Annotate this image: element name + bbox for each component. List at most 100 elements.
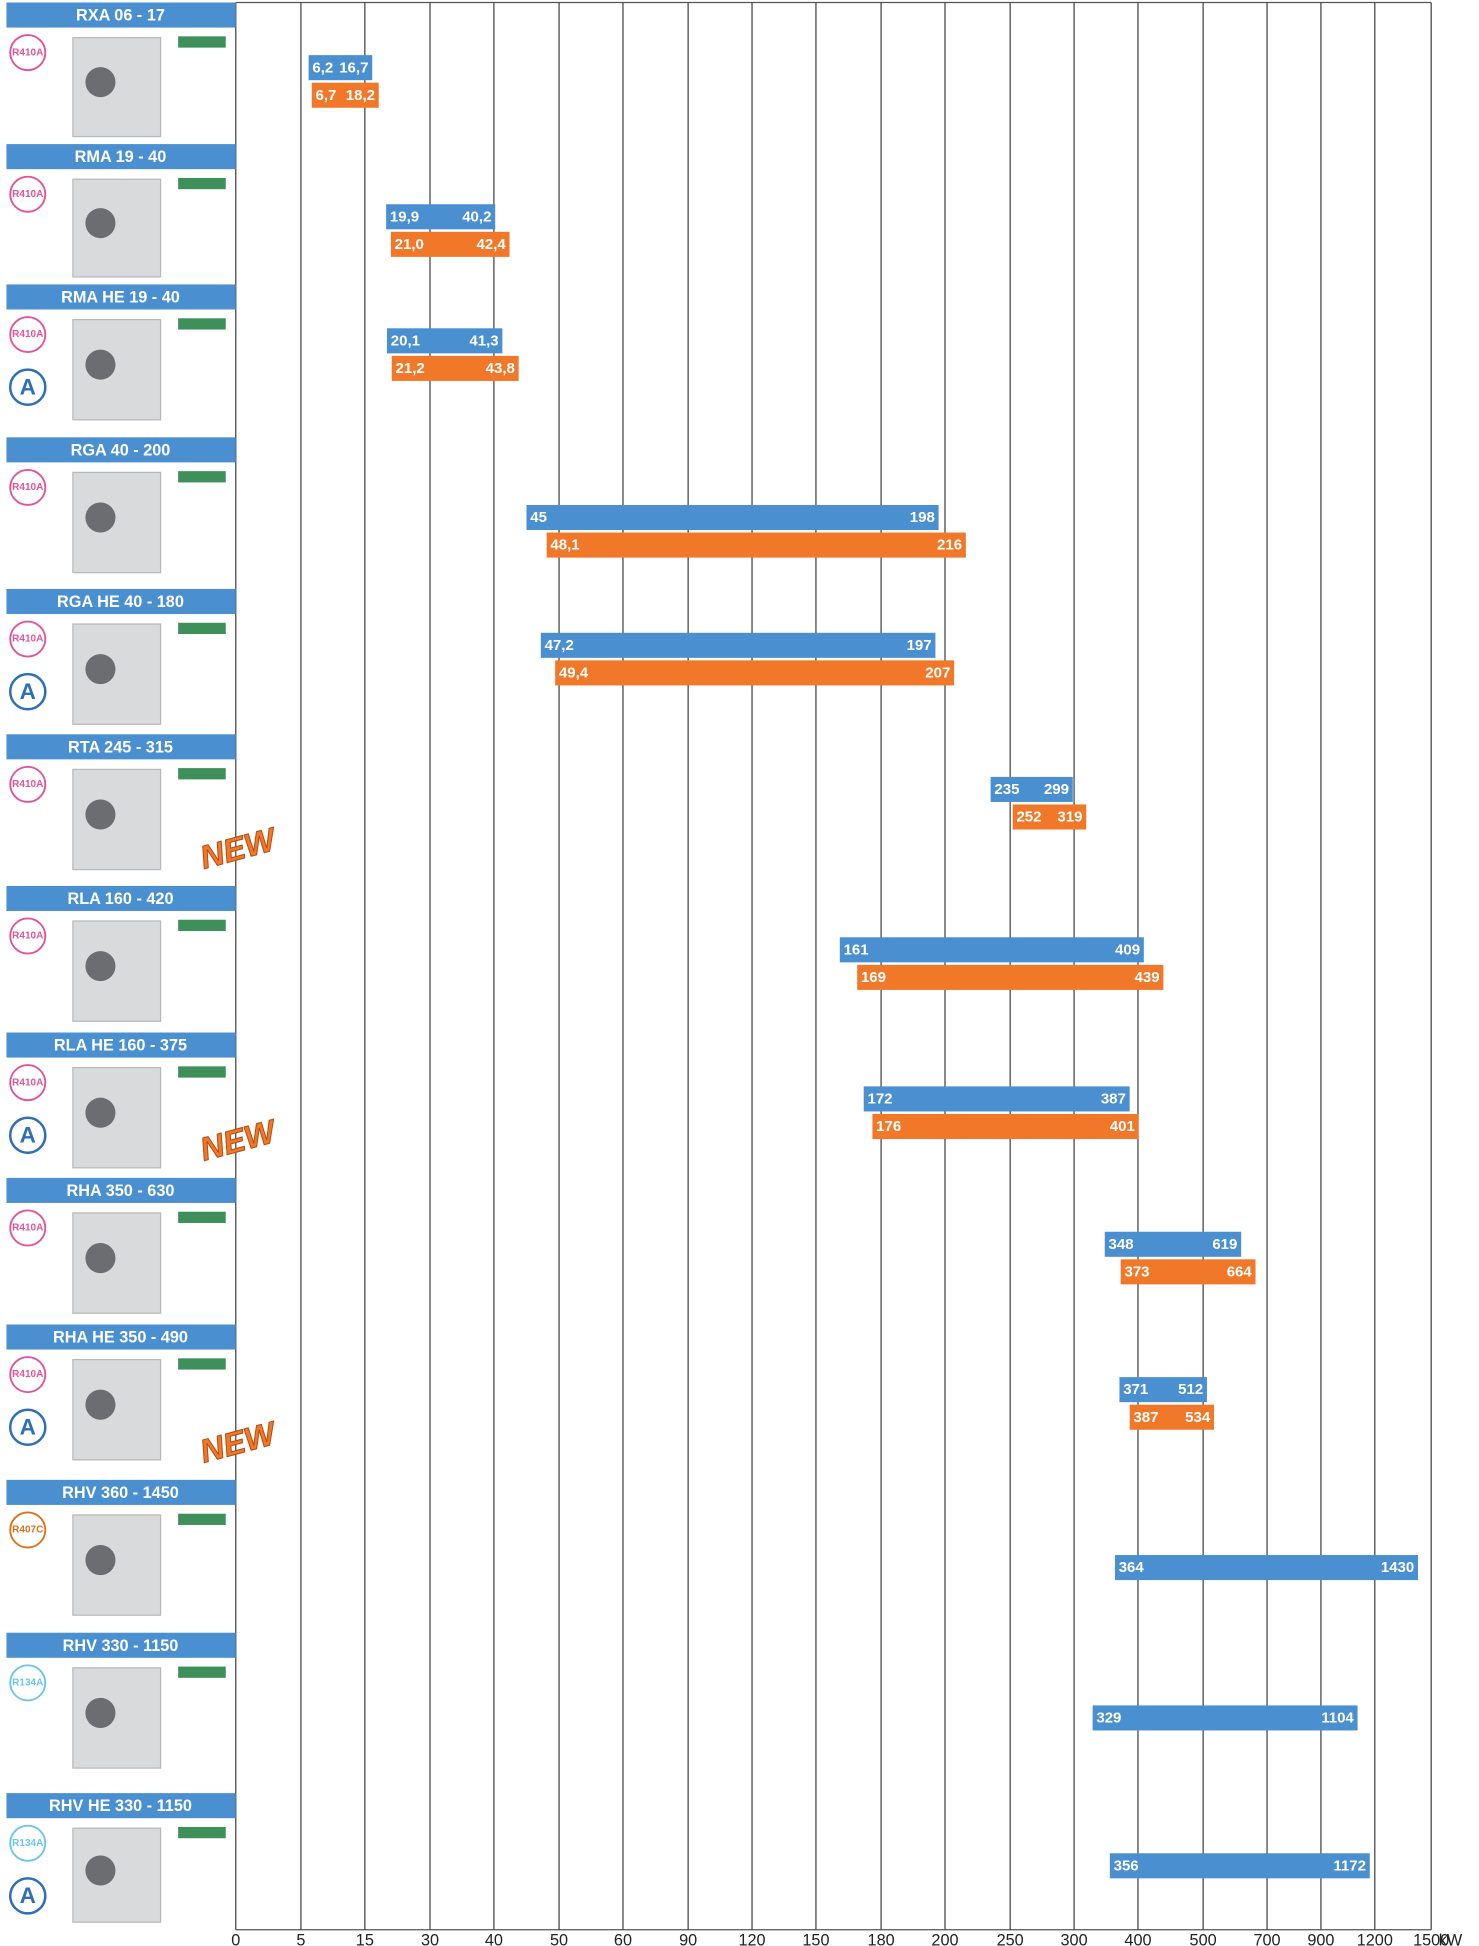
product-photo [73, 1828, 161, 1922]
product-fan [85, 1855, 115, 1885]
range-max-label: 1172 [1333, 1857, 1366, 1874]
model-name: RHA HE 350 - 490 [53, 1329, 188, 1347]
product-fan [85, 502, 115, 532]
refrigerant-label: R410A [12, 1077, 43, 1088]
x-tick-label: 200 [931, 1931, 958, 1946]
model-name: RHV 330 - 1150 [63, 1637, 179, 1655]
model-name: RMA HE 19 - 40 [61, 289, 180, 307]
product-fan [85, 1545, 115, 1575]
range-min-label: 48,1 [550, 537, 579, 554]
refrigerant-label: R410A [12, 634, 43, 645]
product-photo [73, 1668, 161, 1768]
model-name: RTA 245 - 315 [68, 738, 173, 756]
product-fan [85, 1098, 115, 1128]
product-photo [73, 1213, 161, 1313]
x-tick-label: 15 [356, 1931, 374, 1946]
range-bar [547, 533, 966, 558]
x-tick-label: 1200 [1357, 1931, 1393, 1946]
x-tick-label: 60 [614, 1931, 632, 1946]
range-max-label: 409 [1115, 941, 1140, 958]
range-min-label: 371 [1123, 1381, 1148, 1398]
range-min-label: 172 [867, 1091, 892, 1108]
x-tick-label: 50 [550, 1931, 568, 1946]
range-max-label: 534 [1185, 1409, 1211, 1426]
range-bar [864, 1086, 1130, 1111]
product-fan [85, 350, 115, 380]
new-badge: NEW [196, 820, 282, 875]
brand-logo [178, 768, 226, 779]
product-fan [85, 1390, 115, 1420]
refrigerant-label: R410A [12, 1369, 43, 1380]
range-max-label: 1430 [1381, 1559, 1414, 1576]
range-min-label: 364 [1119, 1559, 1145, 1576]
x-axis-unit: kW [1439, 1931, 1463, 1946]
range-min-label: 348 [1109, 1236, 1134, 1253]
range-min-label: 20,1 [391, 332, 420, 349]
refrigerant-label: R407C [12, 1525, 43, 1536]
x-tick-label: 180 [868, 1931, 895, 1946]
chart: 0515304050609012015018020025030040050070… [0, 0, 1479, 1946]
range-max-label: 319 [1057, 809, 1082, 826]
x-tick-label: 40 [485, 1931, 503, 1946]
range-max-label: 42,4 [477, 236, 507, 253]
range-min-label: 176 [876, 1118, 901, 1135]
product-photo [73, 179, 161, 277]
brand-logo [178, 1358, 226, 1369]
x-tick-label: 500 [1190, 1931, 1217, 1946]
x-tick-label: 300 [1060, 1931, 1087, 1946]
energy-class: A [20, 1122, 36, 1147]
new-badge: NEW [196, 1112, 282, 1167]
product-photo [73, 921, 161, 1021]
energy-class: A [20, 1883, 36, 1908]
brand-logo [178, 1066, 226, 1077]
refrigerant-label: R134A [12, 1677, 43, 1688]
model-name: RXA 06 - 17 [76, 7, 165, 25]
brand-logo [178, 920, 226, 931]
model-name: RGA 40 - 200 [71, 441, 171, 459]
x-tick-label: 5 [296, 1931, 305, 1946]
range-max-label: 216 [937, 537, 962, 554]
range-max-label: 299 [1044, 781, 1069, 798]
brand-logo [178, 36, 226, 47]
brand-logo [178, 178, 226, 189]
range-min-label: 6,7 [316, 87, 337, 104]
range-bar [1110, 1853, 1370, 1878]
brand-logo [178, 623, 226, 634]
range-min-label: 387 [1133, 1409, 1158, 1426]
brand-logo [178, 318, 226, 329]
x-tick-label: 90 [679, 1931, 697, 1946]
range-max-label: 401 [1110, 1118, 1135, 1135]
range-bar [555, 660, 954, 685]
x-tick-label: 150 [802, 1931, 829, 1946]
model-name: RMA 19 - 40 [75, 148, 167, 166]
product-photo [73, 472, 161, 572]
range-bar [872, 1114, 1138, 1139]
range-max-label: 18,2 [346, 87, 375, 104]
range-bar [1093, 1705, 1358, 1730]
range-max-label: 664 [1227, 1263, 1253, 1280]
range-bar [526, 505, 938, 530]
product-fan [85, 654, 115, 684]
range-bar [840, 937, 1144, 962]
range-bar [1115, 1555, 1418, 1580]
range-max-label: 439 [1135, 969, 1160, 986]
product-photo [73, 38, 161, 137]
energy-class: A [20, 1414, 36, 1439]
range-bar [857, 965, 1163, 990]
product-fan [85, 1243, 115, 1273]
product-photo [73, 320, 161, 420]
range-max-label: 512 [1178, 1381, 1203, 1398]
range-max-label: 207 [925, 664, 950, 681]
product-photo [73, 624, 161, 724]
model-name: RLA HE 160 - 375 [54, 1037, 187, 1055]
model-name: RHV 360 - 1450 [62, 1484, 179, 1502]
refrigerant-label: R410A [12, 47, 43, 58]
product-photo [73, 769, 161, 869]
product-fan [85, 208, 115, 238]
range-max-label: 41,3 [469, 332, 498, 349]
range-min-label: 45 [530, 509, 547, 526]
brand-logo [178, 1212, 226, 1223]
range-min-label: 161 [844, 941, 869, 958]
new-badge: NEW [196, 1414, 282, 1469]
x-tick-label: 700 [1253, 1931, 1280, 1946]
